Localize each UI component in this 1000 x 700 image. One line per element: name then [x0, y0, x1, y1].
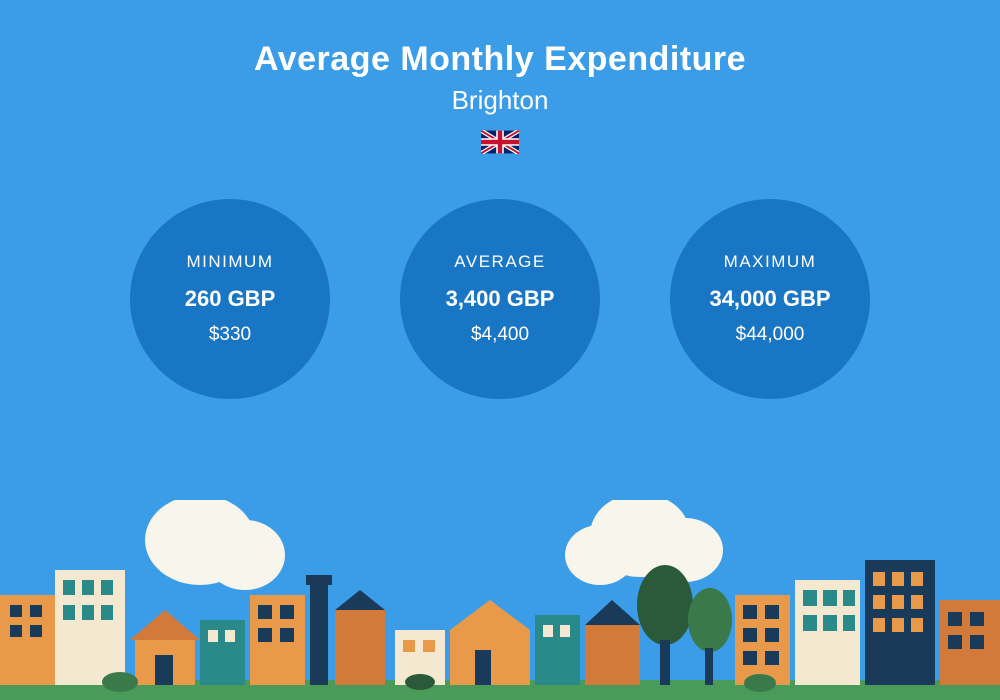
- stat-primary-value: 3,400 GBP: [446, 286, 555, 312]
- stat-secondary-value: $44,000: [736, 324, 805, 346]
- stat-circle-minimum: MINIMUM 260 GBP $330: [130, 199, 330, 399]
- stat-secondary-value: $330: [209, 324, 251, 346]
- stats-row: MINIMUM 260 GBP $330 AVERAGE 3,400 GBP $…: [0, 199, 1000, 399]
- uk-flag-icon: [481, 130, 519, 154]
- page-title: Average Monthly Expenditure: [0, 40, 1000, 79]
- header: Average Monthly Expenditure Brighton: [0, 0, 1000, 159]
- page-subtitle: Brighton: [0, 85, 1000, 116]
- stat-label: MAXIMUM: [724, 252, 817, 272]
- stat-primary-value: 34,000 GBP: [709, 286, 830, 312]
- stat-label: MINIMUM: [187, 252, 274, 272]
- stat-secondary-value: $4,400: [471, 324, 529, 346]
- stat-label: AVERAGE: [454, 252, 545, 272]
- stat-circle-maximum: MAXIMUM 34,000 GBP $44,000: [670, 199, 870, 399]
- stat-circle-average: AVERAGE 3,400 GBP $4,400: [400, 199, 600, 399]
- cityscape-illustration: [0, 500, 1000, 700]
- stat-primary-value: 260 GBP: [185, 286, 276, 312]
